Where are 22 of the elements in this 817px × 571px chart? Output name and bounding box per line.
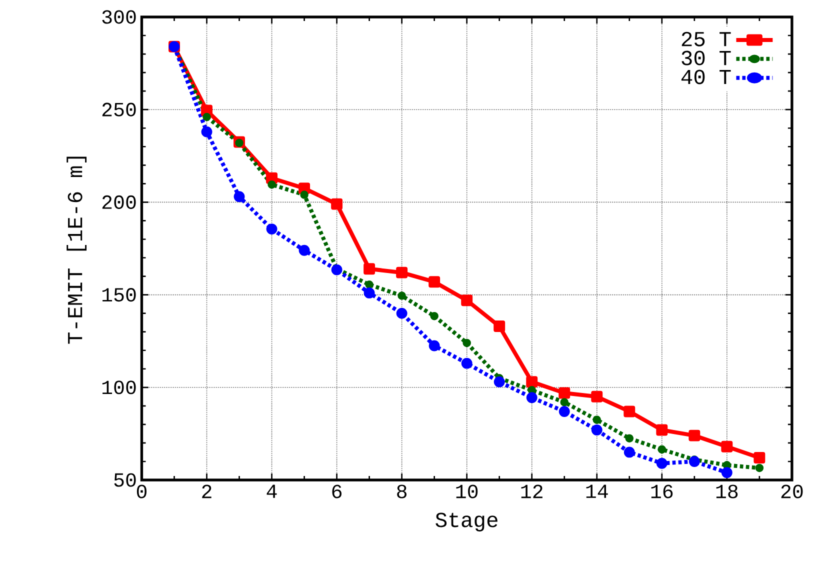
x-tick-label: 4 bbox=[266, 484, 277, 498]
x-tick-label: 8 bbox=[397, 484, 406, 498]
y-tick-label: 250 bbox=[102, 102, 136, 116]
y-tick-label: 50 bbox=[114, 473, 136, 487]
x-tick-label: 10 bbox=[456, 484, 478, 498]
x-tick-label: 16 bbox=[651, 484, 673, 498]
x-tick-label: 18 bbox=[716, 484, 738, 498]
x-tick-label: 14 bbox=[586, 484, 608, 498]
legend-label: 40 T bbox=[681, 70, 731, 84]
x-tick-label: 2 bbox=[202, 484, 212, 498]
y-tick-label: 150 bbox=[102, 288, 136, 302]
x-tick-label: 6 bbox=[332, 484, 342, 498]
x-axis-title: Stage bbox=[436, 512, 498, 532]
x-tick-label: 0 bbox=[136, 484, 146, 498]
legend-label: 30 T bbox=[682, 50, 731, 66]
y-axis-title: T-EMIT [1E-6 m] bbox=[66, 156, 87, 344]
y-tick-label: 300 bbox=[102, 10, 136, 24]
x-tick-label: 20 bbox=[781, 484, 803, 498]
x-tick-label: 12 bbox=[521, 484, 542, 498]
y-tick-label: 100 bbox=[102, 380, 136, 394]
legend-label: 25 T bbox=[682, 32, 731, 46]
y-tick-label: 200 bbox=[102, 195, 136, 209]
